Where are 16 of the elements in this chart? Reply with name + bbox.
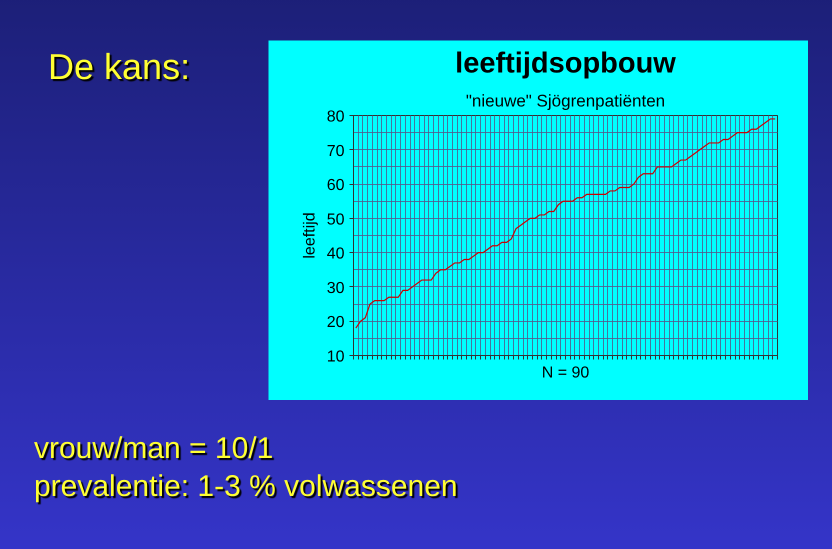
y-tick-label: 10: [326, 348, 345, 366]
y-tick-label: 70: [326, 142, 345, 160]
text: De kans:: [48, 46, 190, 87]
line-series: [355, 118, 776, 329]
y-tick-label: 40: [326, 246, 345, 263]
chart-title: leeftijdsopbouw: [455, 48, 676, 80]
chart-subtitle: "nieuwe" Sjögrenpatiënten: [466, 92, 666, 110]
x-axis-title: N = 90: [542, 364, 590, 382]
y-axis-title: leeftijd: [302, 212, 319, 259]
text: prevalentie: 1-3 % volwassenen: [34, 470, 458, 503]
y-tick-label: 80: [326, 108, 345, 126]
y-tick-label: 30: [326, 280, 345, 297]
y-tick-label: 60: [326, 177, 345, 194]
y-tick-label: 20: [326, 314, 345, 332]
y-tick-label: 50: [326, 211, 345, 228]
text: vrouw/man = 10/1: [34, 432, 274, 465]
